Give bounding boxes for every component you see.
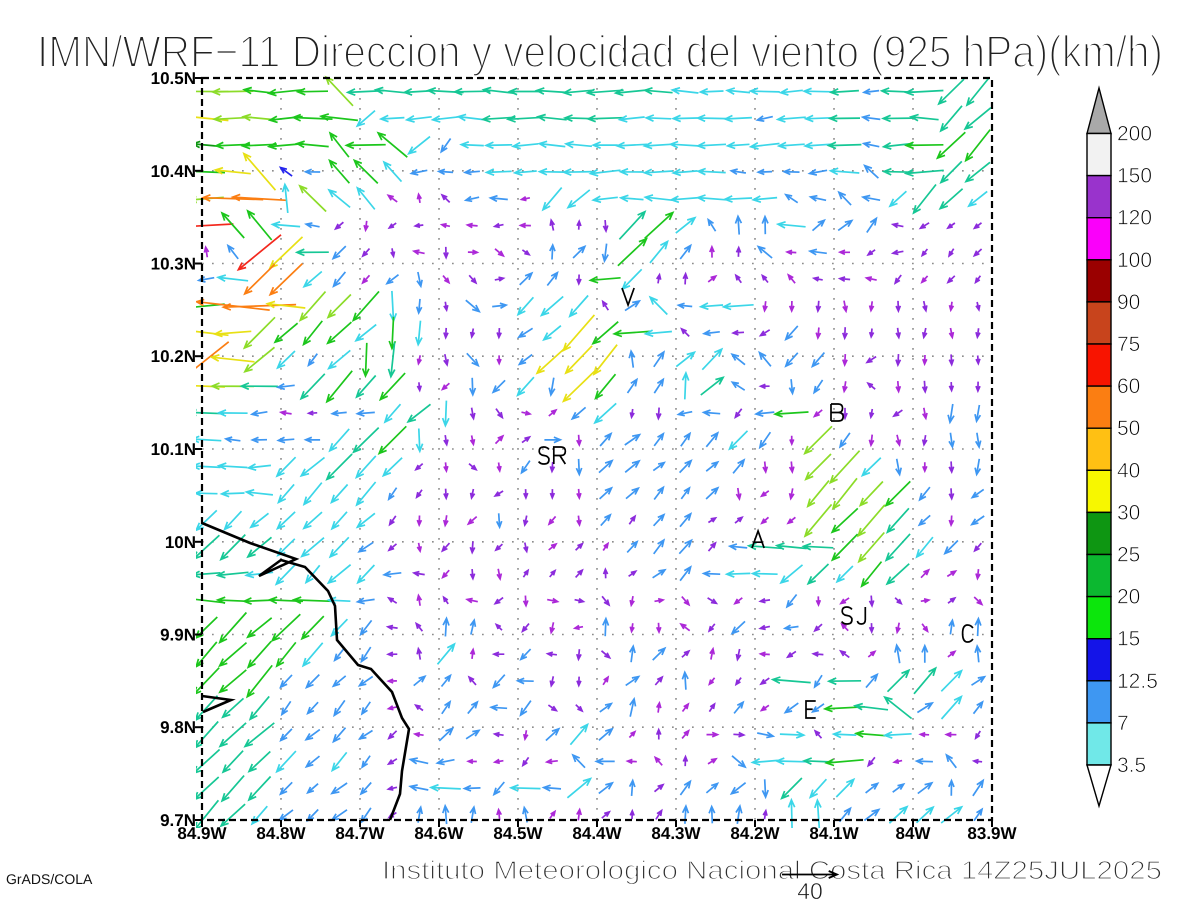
svg-text:84.3W: 84.3W <box>651 824 701 843</box>
svg-text:15: 15 <box>1117 628 1140 651</box>
svg-text:150: 150 <box>1117 165 1152 188</box>
svg-text:40: 40 <box>1117 459 1140 482</box>
svg-text:90: 90 <box>1117 291 1140 314</box>
svg-text:9.7N: 9.7N <box>160 811 196 830</box>
svg-text:10.5N: 10.5N <box>151 69 196 88</box>
svg-text:84.5W: 84.5W <box>493 824 543 843</box>
svg-text:84.9W: 84.9W <box>177 824 227 843</box>
svg-text:200: 200 <box>1117 123 1152 146</box>
svg-text:20: 20 <box>1117 586 1140 609</box>
svg-text:84.6W: 84.6W <box>414 824 464 843</box>
svg-text:120: 120 <box>1117 207 1152 230</box>
svg-text:3.5: 3.5 <box>1117 754 1146 777</box>
svg-text:12.5: 12.5 <box>1117 670 1158 693</box>
svg-text:84.8W: 84.8W <box>256 824 306 843</box>
svg-text:GrADS/COLA: GrADS/COLA <box>6 871 93 887</box>
svg-text:83.9W: 83.9W <box>967 824 1017 843</box>
svg-text:50: 50 <box>1117 417 1140 440</box>
svg-text:10.3N: 10.3N <box>151 255 196 274</box>
svg-text:Instituto Meteorologico Nacion: Instituto Meteorologico Nacional Costa R… <box>382 855 1162 885</box>
svg-text:84.4W: 84.4W <box>572 824 622 843</box>
svg-text:100: 100 <box>1117 249 1152 272</box>
svg-text:84.2W: 84.2W <box>730 824 780 843</box>
svg-text:40: 40 <box>797 878 823 900</box>
svg-text:10N: 10N <box>165 533 196 552</box>
svg-text:9.8N: 9.8N <box>160 718 196 737</box>
svg-text:9.9N: 9.9N <box>160 626 196 645</box>
svg-text:25: 25 <box>1117 544 1140 567</box>
svg-text:30: 30 <box>1117 501 1140 524</box>
svg-text:84.1W: 84.1W <box>809 824 859 843</box>
svg-text:75: 75 <box>1117 333 1140 356</box>
svg-text:10.1N: 10.1N <box>151 440 196 459</box>
svg-text:IMN/WRF−11 Direccion y velocid: IMN/WRF−11 Direccion y velocidad del vie… <box>37 26 1163 77</box>
svg-text:10.2N: 10.2N <box>151 347 196 366</box>
svg-text:60: 60 <box>1117 375 1140 398</box>
svg-text:7: 7 <box>1117 712 1129 735</box>
svg-text:84.7W: 84.7W <box>335 824 385 843</box>
svg-text:84W: 84W <box>896 824 932 843</box>
svg-text:10.4N: 10.4N <box>151 162 196 181</box>
